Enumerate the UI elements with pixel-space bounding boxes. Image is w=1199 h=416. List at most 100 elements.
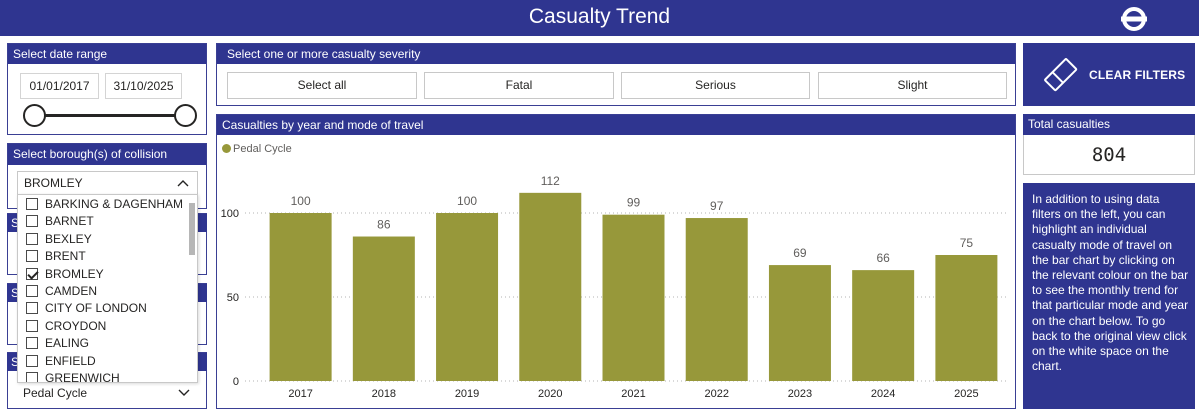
borough-option[interactable]: CAMDEN xyxy=(26,283,97,300)
hidden-filter-title-2-text: S xyxy=(11,286,20,300)
data-label: 69 xyxy=(793,246,807,260)
borough-list-scrollbar[interactable] xyxy=(189,203,195,255)
data-label: 97 xyxy=(710,199,724,213)
borough-option[interactable]: ENFIELD xyxy=(26,353,96,370)
x-tick-label: 2019 xyxy=(455,388,479,400)
bar[interactable] xyxy=(519,192,582,381)
x-tick-label: 2023 xyxy=(788,388,812,400)
checkbox[interactable] xyxy=(26,267,38,280)
header-bar: Casualty Trend xyxy=(0,0,1199,36)
borough-option[interactable]: CROYDON xyxy=(26,318,106,335)
borough-option[interactable]: BROMLEY xyxy=(26,266,104,283)
borough-option-label: CAMDEN xyxy=(45,284,98,298)
bar[interactable] xyxy=(352,236,415,381)
checkbox[interactable] xyxy=(26,285,38,297)
borough-option-label: BROMLEY xyxy=(45,266,104,281)
checkbox[interactable] xyxy=(26,319,38,332)
borough-dropdown-value: BROMLEY xyxy=(24,176,83,190)
borough-option[interactable]: EALING xyxy=(26,335,89,352)
tfl-roundel-icon[interactable] xyxy=(1121,6,1147,32)
x-tick-label: 2020 xyxy=(538,388,562,400)
borough-option-label: EALING xyxy=(45,336,90,351)
checkbox[interactable] xyxy=(26,354,38,367)
checkbox[interactable] xyxy=(26,372,38,382)
x-tick-label: 2017 xyxy=(288,388,312,400)
chart-legend[interactable]: Pedal Cycle xyxy=(222,143,292,155)
borough-option[interactable]: BRENT xyxy=(26,248,86,265)
data-label: 100 xyxy=(457,194,477,208)
severity-select-all-button[interactable]: Select all xyxy=(227,72,417,99)
borough-dropdown[interactable]: BROMLEY xyxy=(17,171,198,196)
borough-option-label: GREENWICH xyxy=(45,371,120,383)
clear-filters-label: CLEAR FILTERS xyxy=(1089,68,1186,82)
bar[interactable] xyxy=(436,213,499,381)
bar[interactable] xyxy=(685,218,748,381)
borough-option-label: BARKING & DAGENHAM xyxy=(45,197,184,211)
data-label: 66 xyxy=(876,251,890,265)
y-tick-label: 0 xyxy=(233,376,239,388)
clear-filters-button[interactable]: CLEAR FILTERS xyxy=(1023,43,1195,106)
date-range-title: Select date range xyxy=(8,44,206,64)
hidden-filter-title-1-text: S xyxy=(11,216,20,230)
severity-slight-button[interactable]: Slight xyxy=(818,72,1007,99)
y-tick-label: 100 xyxy=(221,208,239,220)
borough-option-label: BARNET xyxy=(45,214,94,229)
info-text: In addition to using data filters on the… xyxy=(1023,183,1195,409)
x-tick-label: 2024 xyxy=(871,388,895,400)
start-date-input[interactable]: 01/01/2017 xyxy=(20,73,99,99)
bar-chart[interactable]: 0 50 100 100 2017 86 2018 100 2019 112 2020 99 2021 9… xyxy=(216,134,1014,407)
chevron-up-icon xyxy=(177,180,189,187)
borough-option[interactable]: BARKING & DAGENHAM xyxy=(26,196,183,213)
checkbox[interactable] xyxy=(26,215,38,228)
borough-option[interactable]: BARNET xyxy=(26,213,94,230)
bar[interactable] xyxy=(935,255,998,381)
data-label: 86 xyxy=(377,218,391,232)
bar[interactable] xyxy=(768,265,831,381)
borough-option-label: CROYDON xyxy=(45,318,107,333)
end-date-input[interactable]: 31/10/2025 xyxy=(105,73,182,99)
x-tick-label: 2022 xyxy=(704,388,728,400)
chevron-down-icon xyxy=(178,389,190,396)
legend-dot xyxy=(222,144,231,153)
severity-serious-button[interactable]: Serious xyxy=(621,72,810,99)
total-casualties-value: 804 xyxy=(1023,135,1195,175)
x-tick-label: 2018 xyxy=(372,388,396,400)
data-label: 75 xyxy=(960,236,974,250)
borough-option-label: ENFIELD xyxy=(45,353,96,368)
chart-title: Casualties by year and mode of travel xyxy=(217,115,1015,135)
checkbox[interactable] xyxy=(26,337,38,350)
borough-option-label: BRENT xyxy=(45,249,86,264)
total-casualties-title: Total casualties xyxy=(1023,114,1195,135)
legend-label: Pedal Cycle xyxy=(233,143,292,155)
x-tick-label: 2025 xyxy=(954,388,978,400)
borough-option[interactable]: BEXLEY xyxy=(26,231,92,248)
data-label: 100 xyxy=(291,194,311,208)
borough-option-label: BEXLEY xyxy=(45,231,92,246)
borough-option[interactable]: CITY OF LONDON xyxy=(26,300,147,317)
page-title: Casualty Trend xyxy=(528,5,671,28)
mode-dropdown[interactable]: Pedal Cycle xyxy=(17,383,198,405)
date-slider-start-handle[interactable] xyxy=(23,104,46,127)
borough-title: Select borough(s) of collision xyxy=(8,144,206,165)
borough-options-list[interactable]: BARKING & DAGENHAM BARNET BEXLEY BRENT BROML… xyxy=(17,194,198,383)
severity-title: Select one or more casualty severity xyxy=(217,44,1015,64)
checkbox[interactable] xyxy=(26,302,38,315)
bar[interactable] xyxy=(602,214,665,381)
mode-dropdown-value: Pedal Cycle xyxy=(23,386,88,400)
data-label: 99 xyxy=(627,196,641,210)
y-tick-label: 50 xyxy=(227,292,239,304)
date-slider-track[interactable] xyxy=(36,114,186,117)
eraser-icon xyxy=(1044,58,1078,92)
date-slider-end-handle[interactable] xyxy=(174,104,197,127)
data-label: 112 xyxy=(541,174,560,188)
borough-option[interactable]: GREENWICH xyxy=(26,370,120,383)
checkbox[interactable] xyxy=(26,198,38,210)
borough-option-label: CITY OF LONDON xyxy=(45,301,147,316)
checkbox[interactable] xyxy=(26,250,38,263)
bar[interactable] xyxy=(852,270,915,381)
total-casualties-panel: Total casualties xyxy=(1023,114,1195,135)
bar[interactable] xyxy=(269,213,332,381)
severity-fatal-button[interactable]: Fatal xyxy=(424,72,614,99)
mode-title-text: S xyxy=(11,355,20,369)
checkbox[interactable] xyxy=(26,232,38,245)
